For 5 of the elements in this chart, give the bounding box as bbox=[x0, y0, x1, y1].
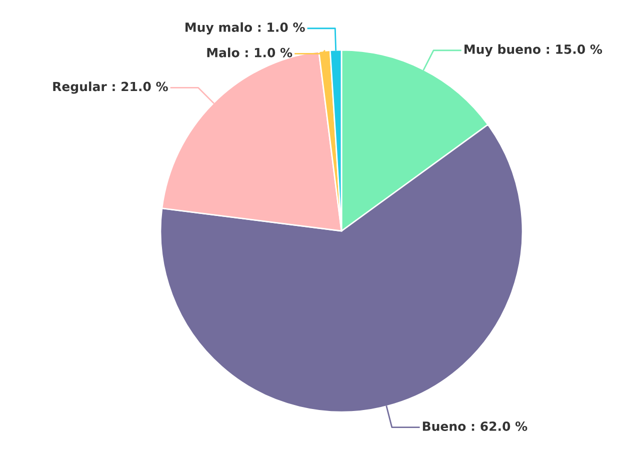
slice-label: Bueno : 62.0 % bbox=[422, 422, 528, 431]
slice-label: Malo : 1.0 % bbox=[207, 48, 292, 58]
slice-label: Muy malo : 1.0 % bbox=[186, 22, 305, 34]
slice-label: Regular : 21.0 % bbox=[53, 82, 168, 94]
slice-label: Muy bueno : 15.0 % bbox=[464, 44, 602, 56]
